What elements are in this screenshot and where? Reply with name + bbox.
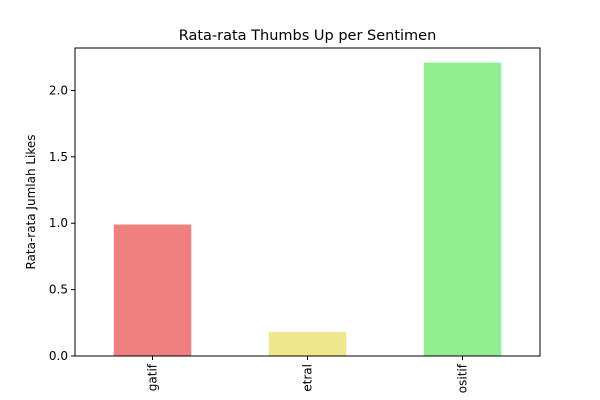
- bar-netral: [268, 332, 347, 356]
- x-tick-label: ositif: [456, 363, 470, 393]
- x-tick-label: gatif: [146, 363, 160, 391]
- x-tick-label: etral: [301, 364, 315, 392]
- y-tick-label: 0.5: [49, 283, 68, 297]
- y-tick-label: 0.0: [49, 349, 68, 363]
- y-tick-label: 2.0: [49, 83, 68, 97]
- chart-title: Rata-rata Thumbs Up per Sentimen: [179, 28, 437, 44]
- bars-layer: [113, 62, 502, 356]
- y-axis-label: Rata-rata Jumlah Likes: [24, 134, 38, 269]
- plot-frame: [74, 47, 541, 357]
- y-axis: 0.0 0.5 1.0 1.5 2.0: [49, 83, 75, 363]
- x-axis: gatif etral ositif: [146, 356, 470, 393]
- bar-negatif: [113, 224, 192, 356]
- bar-positif: [423, 62, 502, 356]
- y-tick-label: 1.0: [49, 216, 68, 230]
- y-tick-label: 1.5: [49, 150, 68, 164]
